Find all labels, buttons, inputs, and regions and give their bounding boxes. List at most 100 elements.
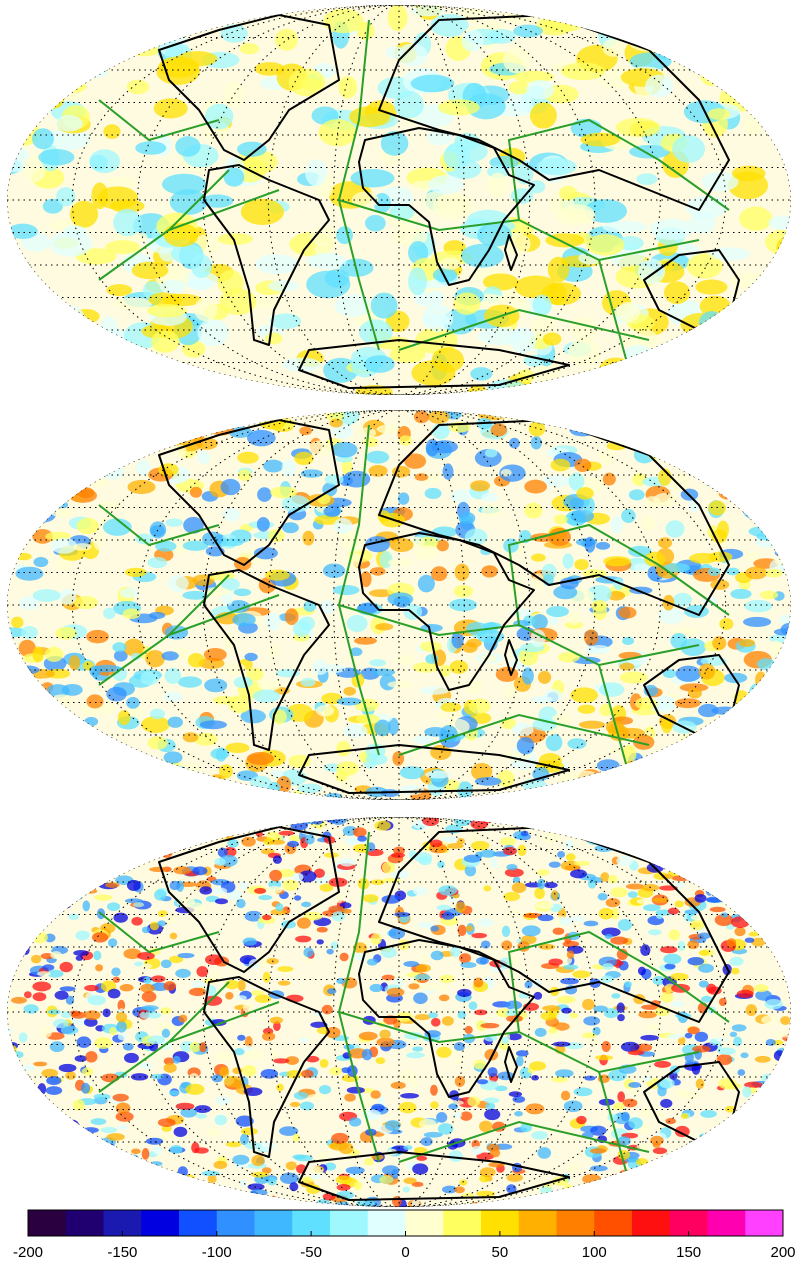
anomaly [162, 1029, 170, 1038]
anomaly [707, 831, 721, 838]
anomaly [155, 8, 176, 28]
anomaly [703, 1196, 716, 1206]
anomaly [24, 991, 32, 998]
anomaly [234, 588, 252, 596]
anomaly [185, 1084, 204, 1095]
anomaly [740, 887, 752, 895]
anomaly [241, 1128, 258, 1136]
anomaly [27, 334, 63, 354]
anomaly [443, 144, 470, 169]
anomaly [153, 1146, 162, 1154]
anomaly [154, 889, 166, 900]
anomaly [330, 419, 343, 428]
anomaly [415, 473, 428, 481]
anomaly [173, 866, 191, 874]
anomaly [744, 456, 760, 467]
anomaly [765, 569, 783, 578]
anomaly [215, 1052, 233, 1061]
anomaly [431, 566, 448, 581]
anomaly [749, 684, 763, 701]
anomaly [682, 738, 700, 746]
anomaly [745, 437, 770, 446]
anomaly [422, 314, 451, 325]
anomaly [227, 1197, 238, 1208]
anomaly [3, 1028, 13, 1034]
anomaly [113, 298, 153, 310]
anomaly [544, 882, 558, 888]
anomaly [656, 427, 681, 441]
anomaly [732, 450, 751, 463]
anomaly [131, 1149, 141, 1155]
anomaly [623, 828, 638, 836]
anomaly [168, 717, 183, 728]
anomaly [564, 1100, 583, 1112]
anomaly [101, 1074, 119, 1083]
anomaly [93, 1163, 102, 1169]
anomaly [766, 368, 798, 386]
anomaly [77, 518, 99, 534]
anomaly [719, 861, 731, 869]
anomaly [430, 1101, 439, 1109]
anomaly [541, 413, 554, 425]
anomaly [83, 889, 97, 894]
anomaly [336, 741, 350, 757]
anomaly [430, 840, 442, 848]
anomaly [625, 761, 639, 769]
anomaly [735, 1119, 743, 1125]
anomaly [263, 972, 270, 983]
anomaly [574, 459, 591, 472]
anomaly [69, 351, 108, 373]
anomaly [765, 1087, 778, 1096]
anomaly [763, 901, 774, 907]
anomaly [473, 977, 483, 987]
anomaly [677, 342, 717, 355]
anomaly [482, 504, 503, 517]
anomaly [731, 916, 750, 928]
anomaly [32, 646, 43, 662]
anomaly [286, 995, 304, 1003]
anomaly [125, 1201, 136, 1210]
anomaly [776, 1167, 794, 1173]
anomaly [765, 670, 780, 684]
anomaly [610, 747, 621, 755]
anomaly [15, 567, 43, 581]
anomaly [710, 907, 726, 912]
anomaly [329, 1067, 342, 1075]
anomaly [279, 406, 292, 419]
anomaly [4, 949, 17, 956]
anomaly [24, 1083, 31, 1095]
anomaly [628, 1117, 643, 1129]
anomaly [157, 920, 166, 926]
anomaly [141, 425, 167, 435]
anomaly [637, 899, 648, 904]
anomaly [675, 900, 684, 907]
anomaly [470, 367, 492, 380]
anomaly [60, 986, 76, 991]
anomaly [588, 645, 610, 654]
anomaly [381, 948, 397, 958]
anomaly [634, 446, 655, 463]
anomaly [50, 1180, 59, 1192]
anomaly [111, 967, 120, 976]
anomaly [347, 1087, 365, 1094]
anomaly [188, 653, 205, 667]
anomaly [464, 855, 482, 863]
anomaly [536, 902, 554, 909]
anomaly [320, 1059, 329, 1068]
anomaly [440, 258, 461, 270]
anomaly [199, 1042, 206, 1053]
anomaly [717, 478, 731, 495]
anomaly [640, 1035, 659, 1041]
anomaly [506, 1010, 517, 1016]
anomaly [514, 813, 527, 823]
anomaly [339, 1142, 354, 1154]
anomaly [611, 993, 620, 998]
anomaly [142, 927, 150, 934]
anomaly [771, 874, 786, 885]
anomaly [506, 864, 517, 870]
anomaly [638, 1011, 657, 1018]
anomaly [301, 1070, 313, 1078]
tick-label: 50 [492, 1244, 509, 1261]
anomaly [271, 770, 283, 778]
anomaly [212, 1074, 223, 1082]
